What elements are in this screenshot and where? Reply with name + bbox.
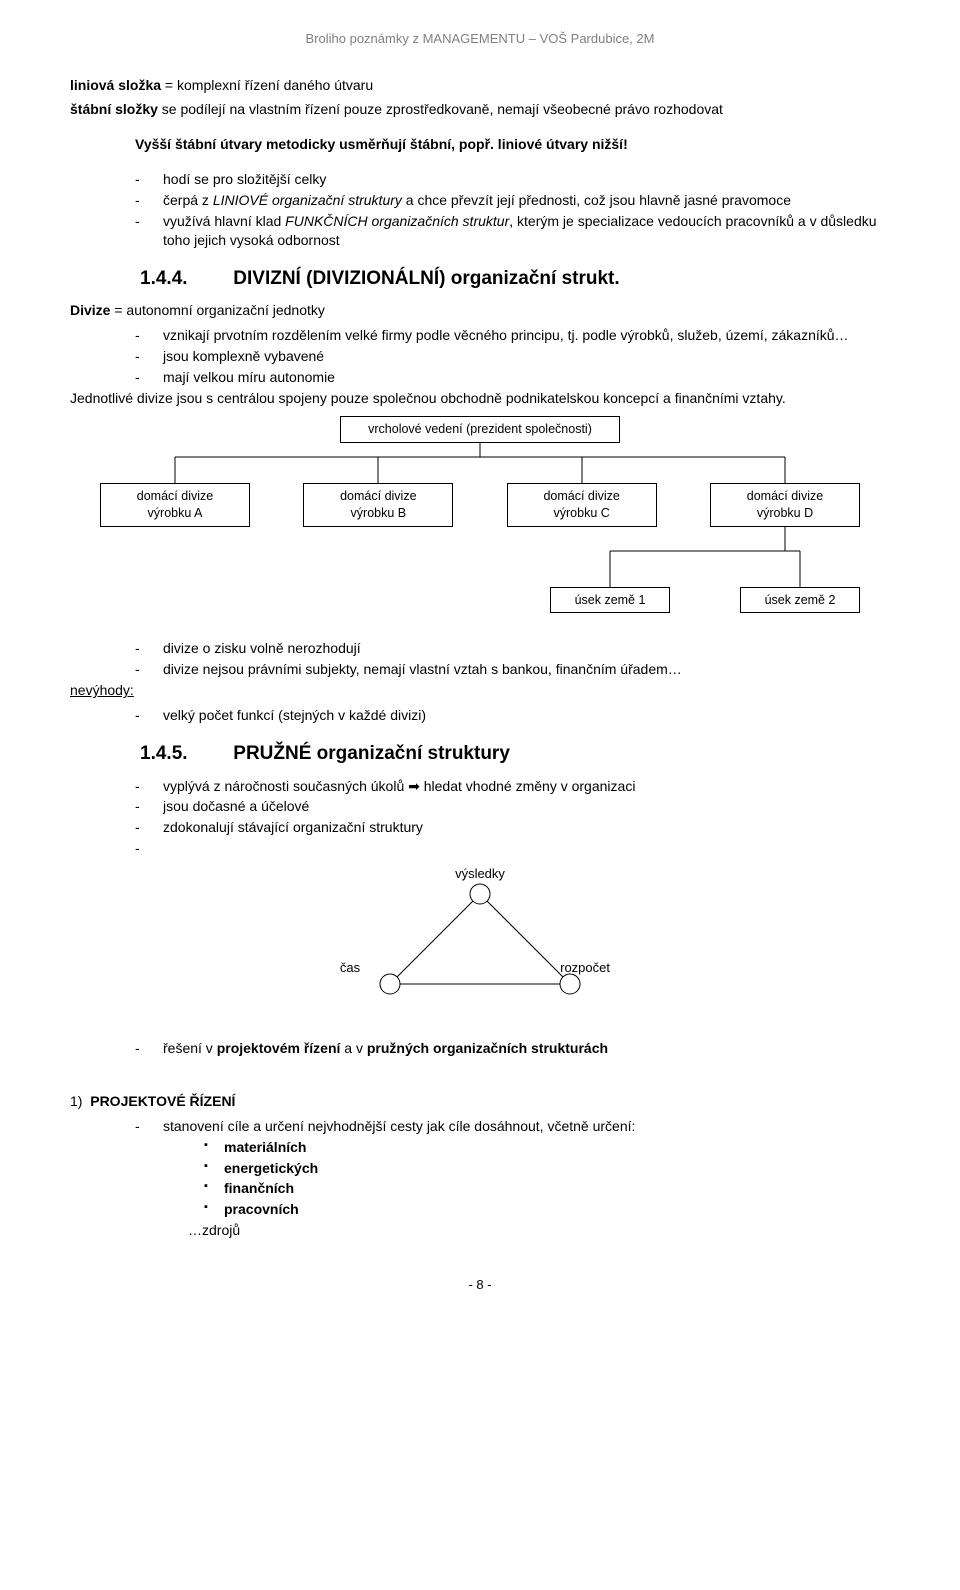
org-chart-sub-e: úsek země 1 <box>550 587 670 614</box>
org-box-c-l2: výrobku C <box>554 506 610 520</box>
triangle-svg: výsledky čas rozpočet <box>330 864 630 1004</box>
org-box-b-l1: domácí divize <box>340 489 416 503</box>
triangle-left-label: čas <box>340 960 361 975</box>
midlist-a: divize o zisku volně nerozhodují <box>135 639 890 658</box>
proj-subitems: materiálních energetických finančních pr… <box>200 1138 890 1220</box>
sec145-bullet-a: vyplývá z náročnosti současných úkolů ➡ … <box>135 777 890 796</box>
sec144-bullet-b: jsou komplexně vybavené <box>135 347 890 366</box>
org-chart-subrow: úsek země 1 úsek země 2 <box>100 587 860 614</box>
intro-line1: liniová složka = komplexní řízení daného… <box>70 76 890 95</box>
triangle-top-label: výsledky <box>455 866 505 881</box>
org-chart-top-box: vrcholové vedení (prezident společnosti) <box>340 416 620 443</box>
intro-line2-term: štábní složky <box>70 101 158 117</box>
org-box-a-l2: výrobku A <box>148 506 203 520</box>
section-145-title: PRUŽNÉ organizační struktury <box>233 743 510 764</box>
sec144-bullet-a: vznikají prvotním rozdělením velké firmy… <box>135 326 890 345</box>
sec145-bullet-c: zdokonalují stávající organizační strukt… <box>135 818 890 837</box>
proj-heading: 1) PROJEKTOVÉ ŘÍZENÍ <box>70 1092 890 1111</box>
intro-bullet-c-pre: využívá hlavní klad <box>163 213 285 229</box>
org-box-c-l1: domácí divize <box>543 489 619 503</box>
proj-tail: …zdrojů <box>188 1221 890 1240</box>
sec144-bullets: vznikají prvotním rozdělením velké firmy… <box>135 326 890 387</box>
org-chart-box-b: domácí divize výrobku B <box>303 483 453 527</box>
org-box-b-l2: výrobku B <box>351 506 407 520</box>
proj-sub-a: materiálních <box>200 1138 890 1157</box>
org-chart-box-d: domácí divize výrobku D <box>710 483 860 527</box>
midlist-b: divize nejsou právními subjekty, nemají … <box>135 660 890 679</box>
sec145-bullet-blank <box>135 839 890 858</box>
nevyhody-list: velký počet funkcí (stejných v každé div… <box>135 706 890 725</box>
proj-sub-c: finančních <box>200 1179 890 1198</box>
section-144-title: DIVIZNÍ (DIVIZIONÁLNÍ) organizační struk… <box>233 268 619 289</box>
sec144-lead-rest: = autonomní organizační jednotky <box>110 302 324 318</box>
intro-bullet-b-pre: čerpá z <box>163 192 213 208</box>
aftertri-b1: projektovém řízení <box>217 1040 341 1056</box>
proj-bullet-a: stanovení cíle a určení nejvhodnější ces… <box>135 1117 890 1136</box>
sec144-tail: Jednotlivé divize jsou s centrálou spoje… <box>70 389 890 408</box>
sec144-lead-term: Divize <box>70 302 110 318</box>
section-144-heading: 1.4.4. DIVIZNÍ (DIVIZIONÁLNÍ) organizačn… <box>140 266 890 292</box>
section-145-num: 1.4.5. <box>140 741 228 767</box>
page-header-note: Broliho poznámky z MANAGEMENTU – VOŠ Par… <box>70 30 890 48</box>
intro-line1-term: liniová složka <box>70 77 161 93</box>
triangle-right-label: rozpočet <box>560 960 610 975</box>
proj-sub-d: pracovních <box>200 1200 890 1219</box>
intro-line1-rest: = komplexní řízení daného útvaru <box>161 77 373 93</box>
after-triangle-line: řešení v projektovém řízení a v pružných… <box>135 1039 890 1058</box>
org-chart-connectors-bottom <box>100 527 860 587</box>
nevyhody-label: nevýhody: <box>70 681 890 700</box>
aftertri-b2: pružných organizačních strukturách <box>367 1040 608 1056</box>
intro-bullet-b-italic: LINIOVÉ organizační struktury <box>213 192 402 208</box>
org-box-a-l1: domácí divize <box>137 489 213 503</box>
intro-bullets: hodí se pro složitější celky čerpá z LIN… <box>135 170 890 250</box>
intro-bullet-c-italic: FUNKČNÍCH organizačních struktur <box>285 213 509 229</box>
org-chart: vrcholové vedení (prezident společnosti)… <box>70 416 890 614</box>
intro-bullet-c: využívá hlavní klad FUNKČNÍCH organizačn… <box>135 212 890 250</box>
proj-num: 1) <box>70 1093 82 1109</box>
org-chart-box-a: domácí divize výrobku A <box>100 483 250 527</box>
sec145-bullet-b: jsou dočasné a účelové <box>135 797 890 816</box>
org-chart-row: domácí divize výrobku A domácí divize výro… <box>100 483 860 527</box>
intro-bullet-a: hodí se pro složitější celky <box>135 170 890 189</box>
aftertri-mid: a v <box>340 1040 366 1056</box>
aftertri-pre: řešení v <box>163 1040 217 1056</box>
sec144-lead: Divize = autonomní organizační jednotky <box>70 301 890 320</box>
sec144-bullet-c: mají velkou míru autonomie <box>135 368 890 387</box>
intro-bullet-b-post: a chce převzít její přednosti, což jsou … <box>402 192 791 208</box>
intro-emphasis: Vyšší štábní útvary metodicky usměrňují … <box>135 135 890 154</box>
intro-line2: štábní složky se podílejí na vlastním ří… <box>70 100 890 119</box>
org-chart-sub-f: úsek země 2 <box>740 587 860 614</box>
section-145-heading: 1.4.5. PRUŽNÉ organizační struktury <box>140 741 890 767</box>
after-triangle-list: řešení v projektovém řízení a v pružných… <box>135 1039 890 1058</box>
org-box-d-l1: domácí divize <box>747 489 823 503</box>
intro-line2-rest: se podílejí na vlastním řízení pouze zpr… <box>158 101 723 117</box>
org-chart-connectors-top <box>100 443 860 483</box>
midlist-top: divize o zisku volně nerozhodují divize … <box>135 639 890 679</box>
triangle-diagram: výsledky čas rozpočet <box>330 864 630 1009</box>
proj-bullets: stanovení cíle a určení nejvhodnější ces… <box>135 1117 890 1136</box>
page-number: - 8 - <box>70 1276 890 1294</box>
org-chart-box-c: domácí divize výrobku C <box>507 483 657 527</box>
intro-bullet-b: čerpá z LINIOVÉ organizační struktury a … <box>135 191 890 210</box>
nevyhody-a: velký počet funkcí (stejných v každé div… <box>135 706 890 725</box>
org-box-d-l2: výrobku D <box>757 506 813 520</box>
section-144-num: 1.4.4. <box>140 266 228 292</box>
proj-sub-b: energetických <box>200 1159 890 1178</box>
sec145-bullets: vyplývá z náročnosti současných úkolů ➡ … <box>135 777 890 859</box>
proj-title: PROJEKTOVÉ ŘÍZENÍ <box>90 1093 235 1109</box>
